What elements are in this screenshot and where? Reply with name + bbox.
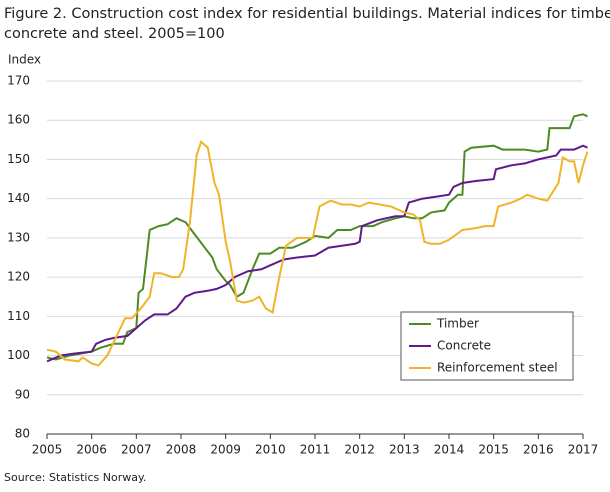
x-tick-label: 2016: [523, 443, 554, 457]
line-series: [46, 113, 588, 361]
x-tick-label: 2013: [389, 443, 420, 457]
y-tick-label: 100: [7, 348, 30, 362]
chart-title: concrete and steel. 2005=100: [4, 26, 225, 42]
legend-label: Reinforcement steel: [437, 361, 558, 375]
line-series: [46, 144, 588, 363]
y-tick-label: 160: [7, 113, 30, 127]
x-tick-label: 2005: [32, 443, 63, 457]
source: Source: Statistics Norway.: [4, 471, 146, 484]
y-tick-label: 80: [15, 427, 30, 441]
x-tick-label: 2007: [121, 443, 152, 457]
x-tick-label: 2009: [210, 443, 241, 457]
y-tick-label: 170: [7, 74, 30, 88]
x-tick-label: 2012: [344, 443, 375, 457]
x-tick-label: 2008: [166, 443, 197, 457]
y-tick-label: 120: [7, 270, 30, 284]
y-tick-label: 140: [7, 191, 30, 205]
x-tick-label: 2017: [568, 443, 599, 457]
chart-title: Figure 2. Construction cost index for re…: [4, 6, 610, 22]
y-tick-label: 110: [7, 309, 30, 323]
x-tick-label: 2006: [76, 443, 107, 457]
line-series: [46, 140, 589, 367]
y-axis-label: Index: [8, 53, 41, 67]
x-tick-label: 2011: [300, 443, 331, 457]
y-tick-label: 90: [15, 387, 30, 401]
x-tick-label: 2014: [434, 443, 465, 457]
legend-label: Timber: [436, 317, 479, 331]
x-tick-label: 2015: [478, 443, 509, 457]
legend-label: Concrete: [437, 339, 491, 353]
x-tick-label: 2010: [255, 443, 286, 457]
y-tick-label: 150: [7, 152, 30, 166]
y-tick-label: 130: [7, 230, 30, 244]
